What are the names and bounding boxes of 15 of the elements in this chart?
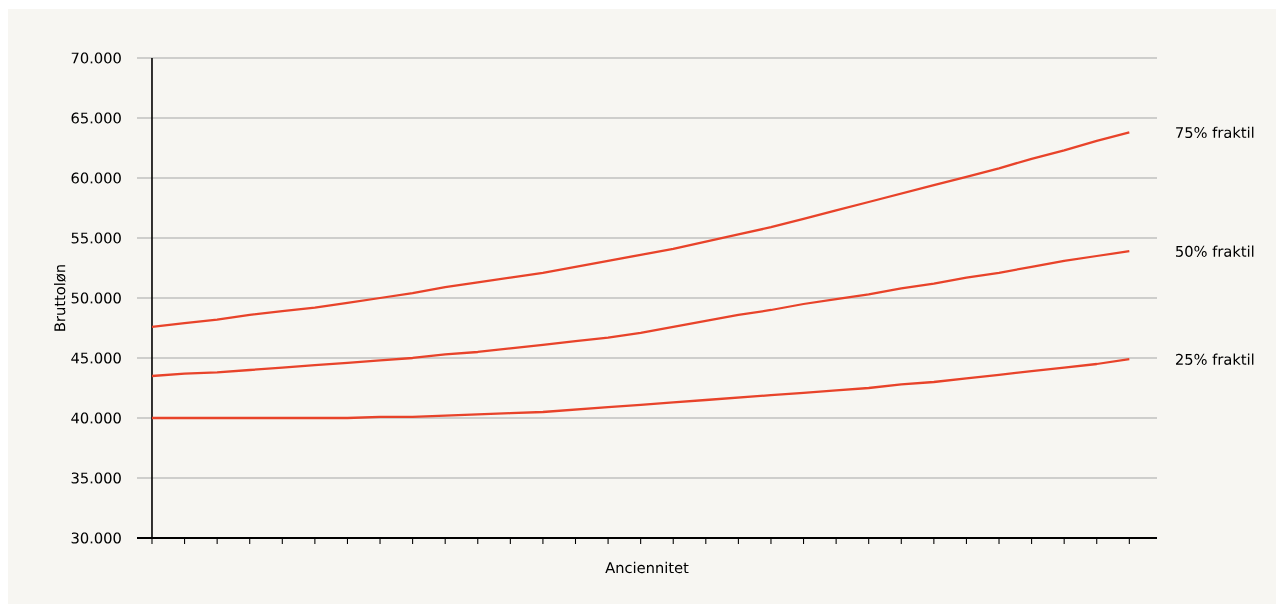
text: 25% fraktil [1175, 353, 1254, 365]
y-tick-label: 70.000 [71, 52, 121, 64]
y-tick-label: 65.000 [71, 112, 121, 124]
y-tick-label: 60.000 [71, 172, 121, 184]
y-tick-label: 50.000 [71, 292, 121, 304]
line-series [150, 250, 1131, 378]
x-axis-title: Anciennitet [605, 561, 689, 574]
y-tick-label: 30.000 [71, 532, 121, 544]
y-axis-title: Bruttoløn [54, 265, 66, 331]
y-tick-label: 35.000 [71, 472, 121, 484]
text: 50% fraktil [1176, 245, 1254, 257]
y-tick-label: 55.000 [71, 232, 121, 244]
y-tick-label: 40.000 [71, 412, 121, 424]
text: 75% fraktil [1176, 126, 1254, 139]
y-tick-label: 45.000 [71, 352, 121, 364]
